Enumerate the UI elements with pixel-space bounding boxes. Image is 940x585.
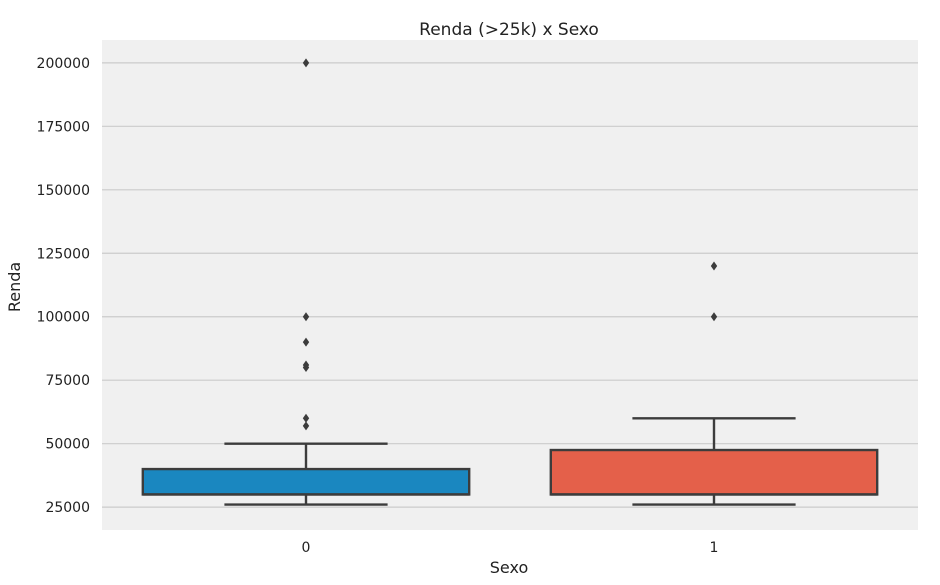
chart-title: Renda (>25k) x Sexo: [419, 20, 599, 40]
y-tick-label: 75000: [45, 373, 90, 389]
y-tick-label: 100000: [37, 310, 90, 326]
plot-area: [102, 40, 918, 530]
iqr-box: [549, 448, 879, 496]
outlier-point: [710, 261, 718, 271]
boxes: [141, 58, 879, 506]
tick-labels: 25000 50000 75000 100000 125000 150000 175000 2…: [37, 56, 719, 556]
outlier-point: [302, 312, 310, 322]
y-tick-label: 50000: [45, 437, 90, 453]
outlier-point: [710, 312, 718, 322]
y-axis-title: Renda: [5, 262, 24, 312]
y-tick-label: 150000: [37, 183, 90, 199]
x-tick-label: 1: [710, 540, 719, 556]
y-tick-label: 25000: [45, 500, 90, 516]
box-group: [549, 261, 879, 506]
y-tick-label: 200000: [37, 56, 90, 72]
x-axis-title: Sexo: [490, 558, 528, 577]
y-tick-label: 125000: [37, 246, 90, 262]
y-tick-label: 175000: [37, 119, 90, 135]
outlier-point: [302, 421, 310, 431]
x-tick-label: 0: [302, 540, 311, 556]
outlier-point: [302, 413, 310, 423]
outlier-point: [302, 337, 310, 347]
outlier-point: [302, 360, 310, 370]
iqr-box: [141, 467, 471, 496]
outlier-point: [302, 58, 310, 68]
box-group: [141, 58, 471, 506]
